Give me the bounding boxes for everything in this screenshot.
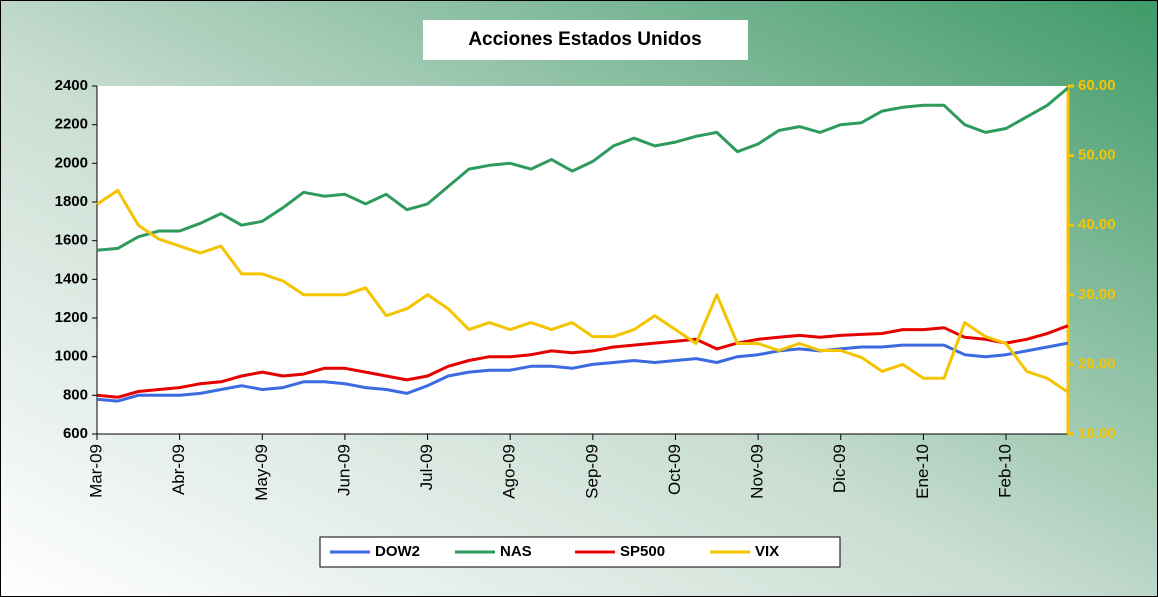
legend-label: NAS [500, 543, 532, 560]
y-tick-label: 1000 [55, 348, 88, 365]
series-line [96, 86, 1069, 252]
y-tick-label: 2000 [55, 154, 88, 171]
y2-tick-label: 10.00 [1078, 425, 1116, 442]
y2-tick-label: 50.00 [1078, 147, 1116, 164]
x-tick-label: Feb-10 [996, 444, 1015, 498]
x-tick-label: Ene-10 [913, 444, 932, 499]
series-line [96, 341, 1069, 403]
legend-label: SP500 [620, 543, 665, 560]
y-tick-label: 2200 [55, 116, 88, 133]
y2-tick-label: 40.00 [1078, 216, 1116, 233]
x-tick-label: Nov-09 [748, 444, 767, 499]
x-tick-label: Ago-09 [500, 444, 519, 499]
y-tick-label: 2400 [55, 77, 88, 94]
y2-tick-label: 60.00 [1078, 77, 1116, 94]
x-tick-label: Dic-09 [830, 444, 849, 493]
y-tick-label: 1200 [55, 309, 88, 326]
legend-label: DOW2 [375, 543, 420, 560]
x-tick-label: Mar-09 [86, 444, 105, 498]
y2-tick-label: 20.00 [1078, 355, 1116, 372]
chart-title: Acciones Estados Unidos [468, 29, 701, 50]
x-tick-label: Jun-09 [334, 444, 353, 496]
x-tick-label: Oct-09 [665, 444, 684, 495]
y2-tick-label: 30.00 [1078, 286, 1116, 303]
x-tick-label: Sep-09 [582, 444, 601, 499]
series-line [96, 188, 1069, 394]
title-box [423, 20, 748, 60]
y-tick-label: 1400 [55, 270, 88, 287]
y-tick-label: 1600 [55, 232, 88, 249]
x-tick-label: Abr-09 [169, 444, 188, 495]
x-tick-label: May-09 [252, 444, 271, 501]
y-tick-label: 800 [63, 386, 88, 403]
series-line [96, 324, 1069, 399]
y-tick-label: 1800 [55, 193, 88, 210]
y-tick-label: 600 [63, 425, 88, 442]
x-tick-label: Jul-09 [417, 444, 436, 490]
plot-area [97, 86, 1068, 434]
legend-label: VIX [755, 543, 779, 560]
